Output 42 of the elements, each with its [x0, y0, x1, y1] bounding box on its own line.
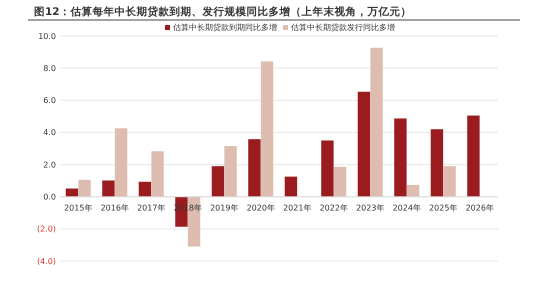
bar: [260, 61, 274, 197]
bar: [406, 184, 420, 197]
y-tick-label: 6.0: [43, 96, 56, 106]
bar: [467, 116, 480, 197]
bar: [151, 151, 164, 197]
chart-title: 图12：估算每年中长期贷款到期、发行规模同比多增（上年末视角，万亿元）: [34, 5, 412, 18]
x-tick-label: 2024年: [392, 204, 421, 213]
x-tick-label: 2025年: [429, 204, 458, 213]
bar: [430, 129, 444, 197]
bar: [394, 118, 407, 197]
x-tick-label: 2020年: [246, 204, 275, 213]
y-tick-label: (4.0): [37, 256, 56, 266]
bar: [212, 166, 224, 197]
x-tick-label: 2017年: [137, 204, 166, 213]
bar: [114, 128, 128, 197]
bar: [370, 48, 383, 197]
bar: [321, 140, 334, 197]
y-tick-label: 10.0: [38, 32, 56, 41]
x-tick-label: 2015年: [64, 204, 92, 213]
x-tick-label: 2016年: [100, 204, 129, 213]
bar: [334, 166, 346, 197]
x-tick-label: 2022年: [320, 204, 348, 213]
y-tick-label: 0.0: [43, 192, 56, 202]
bar: [78, 180, 91, 197]
y-tick-label: 8.0: [43, 64, 56, 73]
bar: [248, 139, 261, 197]
legend-label: 估算中长期贷款到期同比多增: [173, 23, 277, 32]
bar: [66, 188, 78, 197]
y-tick-label: 4.0: [43, 128, 56, 138]
bar: [358, 92, 370, 197]
x-tick-label: 2023年: [356, 204, 384, 213]
bar: [102, 180, 115, 197]
bar: [443, 166, 456, 197]
x-tick-label: 2021年: [283, 204, 312, 213]
legend-label: 估算中长期贷款发行同比多增: [291, 23, 395, 32]
x-tick-label: 2026年: [466, 204, 494, 213]
y-tick-label: (2.0): [37, 224, 56, 234]
bar: [138, 182, 152, 197]
x-tick-label: 2019年: [210, 204, 238, 213]
bar: [224, 146, 237, 197]
y-tick-label: 2.0: [43, 160, 56, 170]
bar: [284, 176, 298, 197]
